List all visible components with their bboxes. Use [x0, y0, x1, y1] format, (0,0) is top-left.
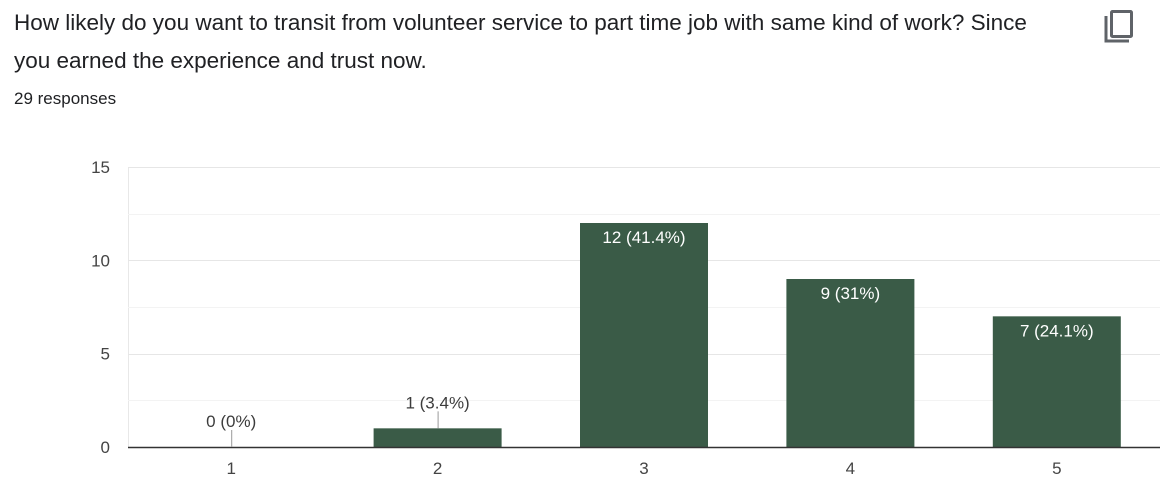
- data-label: 12 (41.4%): [602, 228, 685, 247]
- data-label: 1 (3.4%): [405, 393, 469, 412]
- x-tick-label: 3: [639, 459, 648, 478]
- copy-icon: [1104, 10, 1133, 43]
- question-title: How likely do you want to transit from v…: [14, 10, 1027, 73]
- bar-4: [786, 279, 915, 447]
- x-tick-label: 4: [846, 459, 855, 478]
- x-axis-ticks: 1 2 3 4 5: [226, 459, 1061, 478]
- bar-2: [373, 428, 502, 447]
- y-tick-label: 15: [91, 158, 110, 177]
- x-tick-label: 5: [1052, 459, 1061, 478]
- bar-3: [580, 223, 708, 447]
- data-label: 9 (31%): [821, 284, 881, 303]
- y-axis-ticks: 0 5 10 15: [91, 158, 110, 457]
- chart-bars: [373, 223, 1121, 447]
- chart-data-labels: 0 (0%) 1 (3.4%) 12 (41.4%) 9 (31%) 7 (24.1%): [206, 228, 1094, 447]
- copy-chart-button[interactable]: [1098, 6, 1140, 48]
- y-tick-label: 5: [101, 345, 110, 364]
- x-tick-label: 2: [433, 459, 442, 478]
- x-tick-label: 1: [226, 459, 235, 478]
- bar-5: [992, 316, 1121, 447]
- data-label: 0 (0%): [206, 412, 256, 431]
- response-count: 29 responses: [14, 89, 117, 108]
- y-tick-label: 0: [101, 438, 110, 457]
- y-tick-label: 10: [91, 251, 110, 270]
- data-label: 7 (24.1%): [1020, 321, 1094, 340]
